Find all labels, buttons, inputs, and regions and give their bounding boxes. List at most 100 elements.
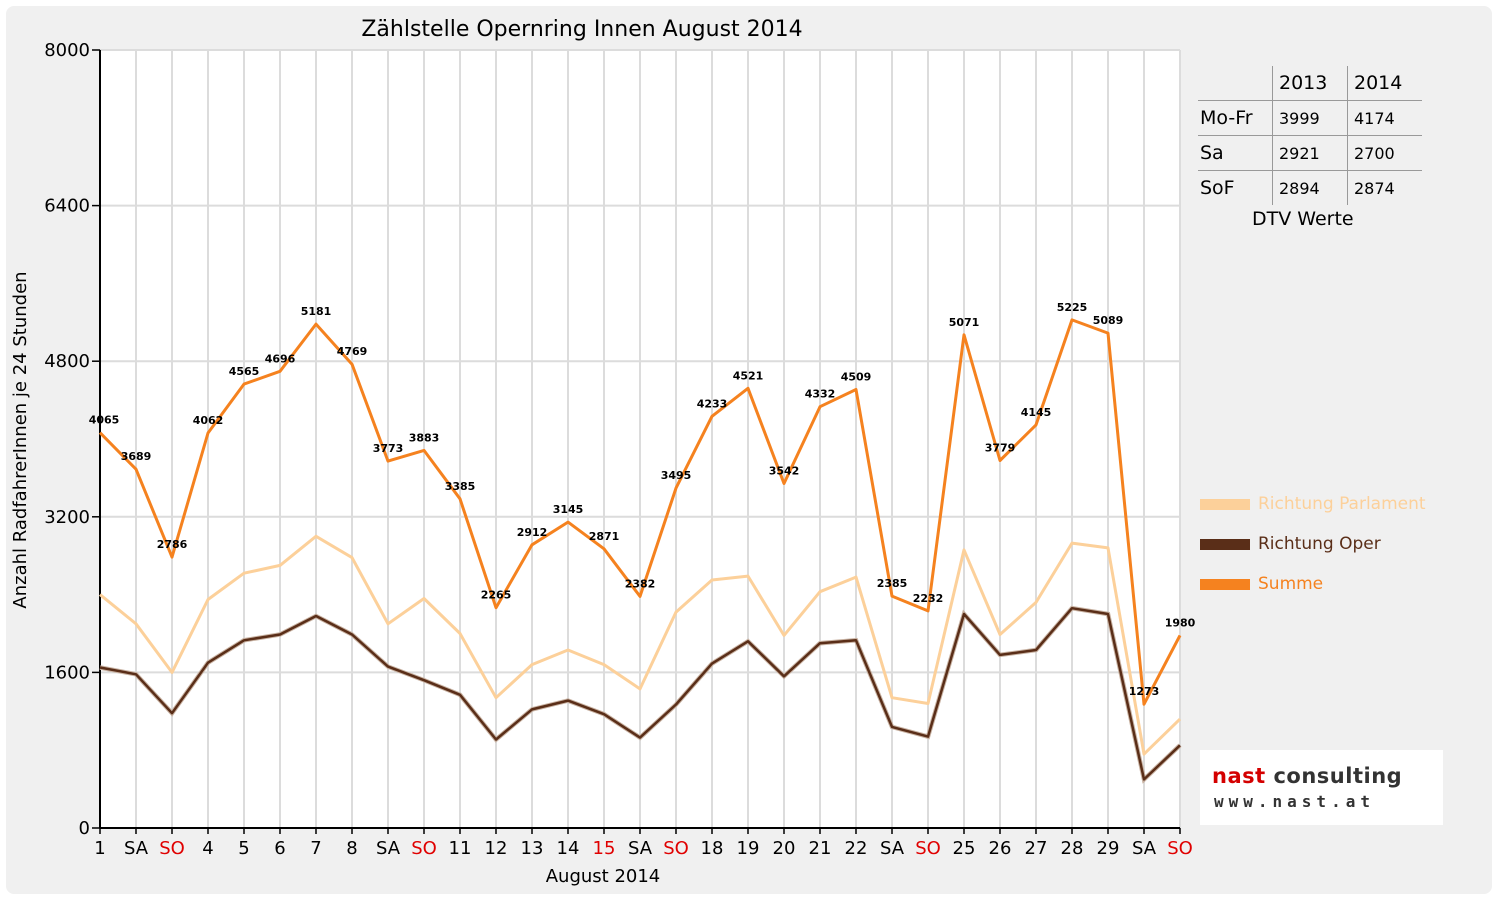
y-tick-label: 6400 [44,196,90,217]
series-line-parlament [99,534,1182,756]
dtv-header-blank [1198,66,1273,101]
x-tick-label: 28 [1061,838,1084,859]
x-tick-label: 14 [557,838,580,859]
dtv-table: 2013 2014 Mo-Fr 3999 4174 Sa 2921 2700 S… [1198,66,1422,205]
x-tick-label: 13 [521,838,544,859]
data-label: 1980 [1165,616,1196,629]
data-label: 2382 [625,577,656,590]
x-tick-label: 12 [485,838,508,859]
x-tick-label: 19 [737,838,760,859]
data-label: 2912 [517,526,548,539]
data-label: 3779 [985,441,1016,454]
data-label: 4509 [841,370,872,383]
x-tick-label: SO [159,838,185,859]
nast-consulting-logo: nast consulting www.nast.at [1200,750,1443,825]
logo-url: www.nast.at [1214,792,1375,811]
data-label: 5225 [1057,301,1088,314]
legend-item-parlament: Richtung Parlament [1200,494,1426,514]
x-tick-label: SA [628,838,653,859]
data-label: 4145 [1021,406,1052,419]
logo-name-dark: consulting [1273,764,1403,788]
x-tick-label: SA [880,838,905,859]
dtv-value-2013: 3999 [1272,100,1348,136]
data-label: 2786 [157,538,188,551]
data-label: 4696 [265,352,296,365]
x-tick-label: SO [411,838,437,859]
x-tick-label: 18 [701,838,724,859]
chart-title: Zählstelle Opernring Innen August 2014 [361,17,802,42]
dtv-row-sof: SoF 2894 2874 [1198,170,1422,205]
y-tick-label: 1600 [44,662,90,683]
data-label: 4233 [697,397,728,410]
dtv-value-2014: 4174 [1347,100,1422,136]
dtv-row-sa: Sa 2921 2700 [1198,135,1422,171]
y-ticks: 0 1600 3200 4800 6400 8000 [44,40,100,839]
x-tick-label: 5 [238,838,249,859]
legend-swatch [1200,538,1250,550]
x-tick-label: 29 [1097,838,1120,859]
x-tick-label: SA [124,838,149,859]
dtv-value-2014: 2700 [1347,135,1422,171]
data-label: 5181 [301,305,332,318]
dtv-header-row: 2013 2014 [1198,66,1422,101]
data-label: 4065 [89,414,120,427]
x-tick-label: 8 [346,838,357,859]
data-label: 2871 [589,530,620,543]
dtv-row-label: SoF [1200,177,1235,199]
x-tick-label: SO [1167,838,1193,859]
x-tick-label: SO [915,838,941,859]
legend-swatch [1200,578,1250,590]
x-tick-label: 25 [953,838,976,859]
data-label: 3495 [661,469,692,482]
y-axis-title: Anzahl RadfahrerInnen je 24 Stunden [10,271,31,608]
dtv-row-label: Sa [1198,135,1273,171]
x-tick-label: 22 [845,838,868,859]
dtv-caption: DTV Werte [1252,208,1354,230]
x-tick-label: 1 [94,838,105,859]
legend-label: Richtung Parlament [1258,494,1426,514]
y-tick-label: 4800 [44,351,90,372]
data-label: 3883 [409,431,440,444]
data-label: 4062 [193,414,224,427]
dtv-row-label: Mo-Fr [1198,100,1273,136]
x-tick-label: 27 [1025,838,1048,859]
legend-item-oper: Richtung Oper [1200,534,1381,554]
y-tick-label: 0 [79,818,90,839]
x-axis-title: August 2014 [546,866,661,887]
y-tick-label: 3200 [44,507,90,528]
data-label: 3542 [769,465,800,478]
data-label: 5071 [949,316,980,329]
dtv-header-2013: 2013 [1272,66,1348,101]
x-tick-label: 7 [310,838,321,859]
legend-label: Richtung Oper [1258,534,1381,554]
data-labels: 4065 3689 2786 4062 4565 4696 5181 4769 3773 3883… [89,301,1196,698]
dtv-value-2014: 2874 [1347,170,1422,205]
data-label: 3385 [445,480,476,493]
data-label: 2265 [481,589,512,602]
x-tick-label: 6 [274,838,285,859]
x-ticks: 1 SA SO 4 5 6 7 8 SA SO 11 12 13 14 15 SA SO 18 19 20 21 22 SA… [94,828,1193,859]
dtv-value-2013: 2894 [1272,170,1348,205]
data-label: 4332 [805,388,836,401]
x-tick-label: 26 [989,838,1012,859]
x-tick-label: SA [1132,838,1157,859]
logo-name: nast consulting [1212,764,1402,788]
legend-swatch [1200,498,1250,510]
x-tick-label: SO [663,838,689,859]
data-label: 3689 [121,450,152,463]
dtv-header-2014: 2014 [1347,66,1422,101]
data-label: 2232 [913,592,944,605]
x-tick-label: 21 [809,838,832,859]
logo-name-red: nast [1212,764,1266,788]
dtv-row-mofr: Mo-Fr 3999 4174 [1198,100,1422,136]
series-line-summe [98,318,1182,706]
x-tick-label: 4 [202,838,213,859]
series-lines [98,318,1182,784]
data-label: 3773 [373,442,404,455]
data-label: 2385 [877,577,908,590]
series-line-oper [99,606,1181,781]
x-tick-label: 20 [773,838,796,859]
data-label: 4769 [337,345,368,358]
x-tick-label: 11 [449,838,472,859]
